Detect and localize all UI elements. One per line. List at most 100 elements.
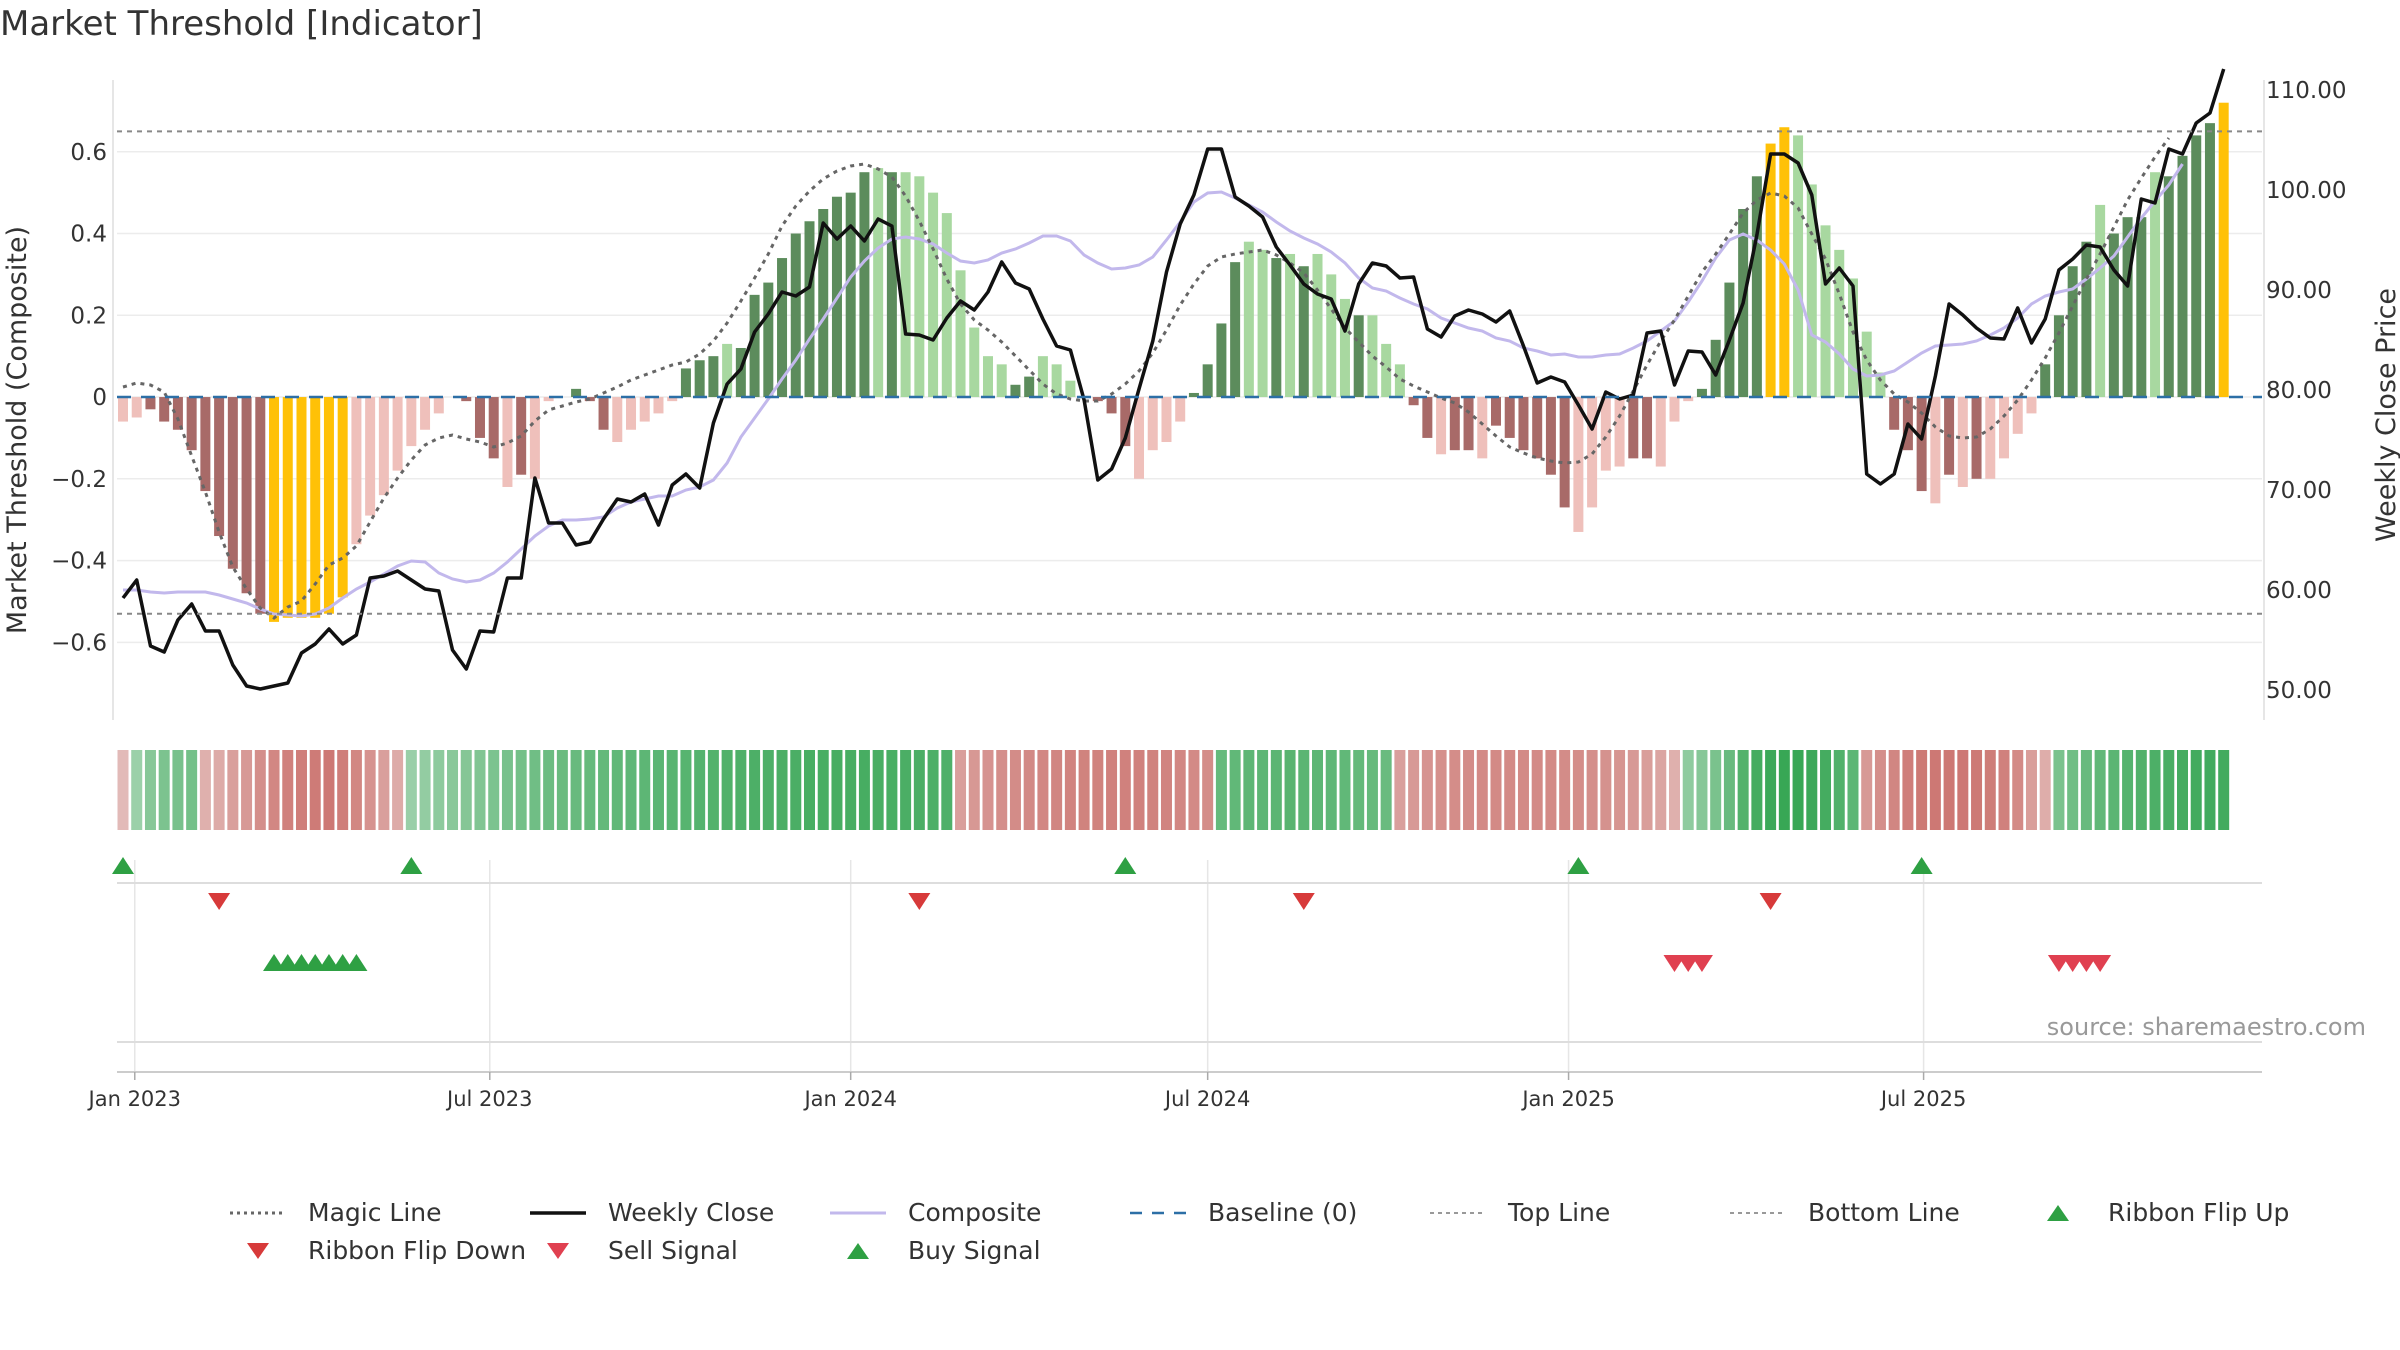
ribbon-cell <box>1820 750 1832 830</box>
y-tick-label: 0.4 <box>70 222 107 248</box>
ribbon-cell <box>1023 750 1035 830</box>
bar <box>172 397 183 430</box>
bar <box>420 397 431 430</box>
bar <box>1696 388 1707 398</box>
bar <box>941 213 952 398</box>
ribbon-cell <box>364 750 376 830</box>
ribbon-cell <box>1888 750 1900 830</box>
bar <box>1573 397 1584 532</box>
x-tick-label: Jul 2023 <box>445 1087 532 1111</box>
bar <box>1161 397 1172 443</box>
y2-tick-label: 70.00 <box>2266 478 2332 504</box>
ribbon-cell <box>735 750 747 830</box>
ribbon-cell <box>1614 750 1626 830</box>
ribbon-cell <box>1531 750 1543 830</box>
x-tick-label: Jan 2025 <box>1520 1087 1615 1111</box>
bar <box>886 172 897 398</box>
bar <box>269 397 280 622</box>
ribbon-cell <box>2025 750 2037 830</box>
legend-swatch <box>247 1242 269 1259</box>
bar <box>2218 102 2229 398</box>
bar <box>1449 397 1460 451</box>
ribbon-cell <box>900 750 912 830</box>
bar <box>1010 384 1021 398</box>
ribbon-cell <box>1847 750 1859 830</box>
y-tick-label: 0 <box>92 385 107 411</box>
bar <box>1985 397 1996 479</box>
bar <box>955 270 966 398</box>
ribbon-cell <box>1984 750 1996 830</box>
composite-line <box>123 163 2184 618</box>
legend-label: Composite <box>908 1198 1042 1227</box>
ribbon-cell <box>419 750 431 830</box>
bar <box>1463 397 1474 451</box>
bar <box>639 397 650 422</box>
y-tick-label: −0.4 <box>51 549 107 575</box>
ribbon-cell <box>913 750 925 830</box>
ribbon-cell <box>1339 750 1351 830</box>
ribbon-cell <box>199 750 211 830</box>
bar <box>296 397 307 618</box>
ribbon-cell <box>1929 750 1941 830</box>
ribbon-cell <box>254 750 266 830</box>
bar <box>996 364 1007 398</box>
bar <box>969 327 980 398</box>
bar <box>1065 380 1076 398</box>
ribbon-cell <box>1092 750 1104 830</box>
bar <box>914 176 925 398</box>
ribbon-cell <box>392 750 404 830</box>
bar <box>1930 397 1941 504</box>
ribbon-cell <box>982 750 994 830</box>
bar <box>612 397 623 443</box>
y-tick-label: −0.6 <box>51 630 107 656</box>
ribbon-flip-up-marker <box>112 857 134 874</box>
bar <box>502 397 513 487</box>
bar <box>777 258 788 398</box>
y2-tick-label: 60.00 <box>2266 578 2332 604</box>
bar <box>598 397 609 430</box>
ribbon-cell <box>845 750 857 830</box>
legend-label: Ribbon Flip Down <box>308 1236 527 1265</box>
bar <box>392 397 403 471</box>
bar <box>1861 331 1872 398</box>
ribbon-cell <box>1504 750 1516 830</box>
bar <box>790 233 801 398</box>
bar <box>1312 253 1323 398</box>
bar <box>1353 315 1364 398</box>
ribbon-cell <box>158 750 170 830</box>
bar <box>461 397 472 402</box>
bar <box>1642 397 1653 459</box>
y2-tick-label: 80.00 <box>2266 378 2332 404</box>
reference-lines <box>117 130 2262 615</box>
buy-signal-marker <box>345 954 368 971</box>
bar <box>118 397 128 422</box>
bar <box>1834 249 1845 398</box>
ribbon-cell <box>1160 750 1172 830</box>
bar <box>1669 397 1680 422</box>
bar <box>1422 397 1433 438</box>
bar <box>2191 135 2202 398</box>
legend-label: Weekly Close <box>608 1198 775 1227</box>
bar <box>1230 262 1241 398</box>
bar <box>378 397 389 496</box>
legend-item: Top Line <box>1430 1198 1610 1227</box>
bar <box>1710 339 1721 398</box>
ribbon-cell <box>433 750 445 830</box>
bar <box>1051 364 1062 398</box>
bar <box>1202 364 1213 398</box>
ribbon-cell <box>1517 750 1529 830</box>
ribbon-cell <box>1600 750 1612 830</box>
bar <box>1339 298 1350 398</box>
ribbon-cell <box>1078 750 1090 830</box>
ribbon-cell <box>282 750 294 830</box>
legend-triangle-down-icon <box>247 1242 269 1259</box>
bar <box>2163 176 2174 398</box>
legend-label: Ribbon Flip Up <box>2108 1198 2290 1227</box>
bar <box>982 356 993 398</box>
ribbon-cell <box>1353 750 1365 830</box>
ribbon-cell <box>447 750 459 830</box>
ribbon-cell <box>1366 750 1378 830</box>
ribbon-cell <box>1119 750 1131 830</box>
ribbon-cell <box>2012 750 2024 830</box>
